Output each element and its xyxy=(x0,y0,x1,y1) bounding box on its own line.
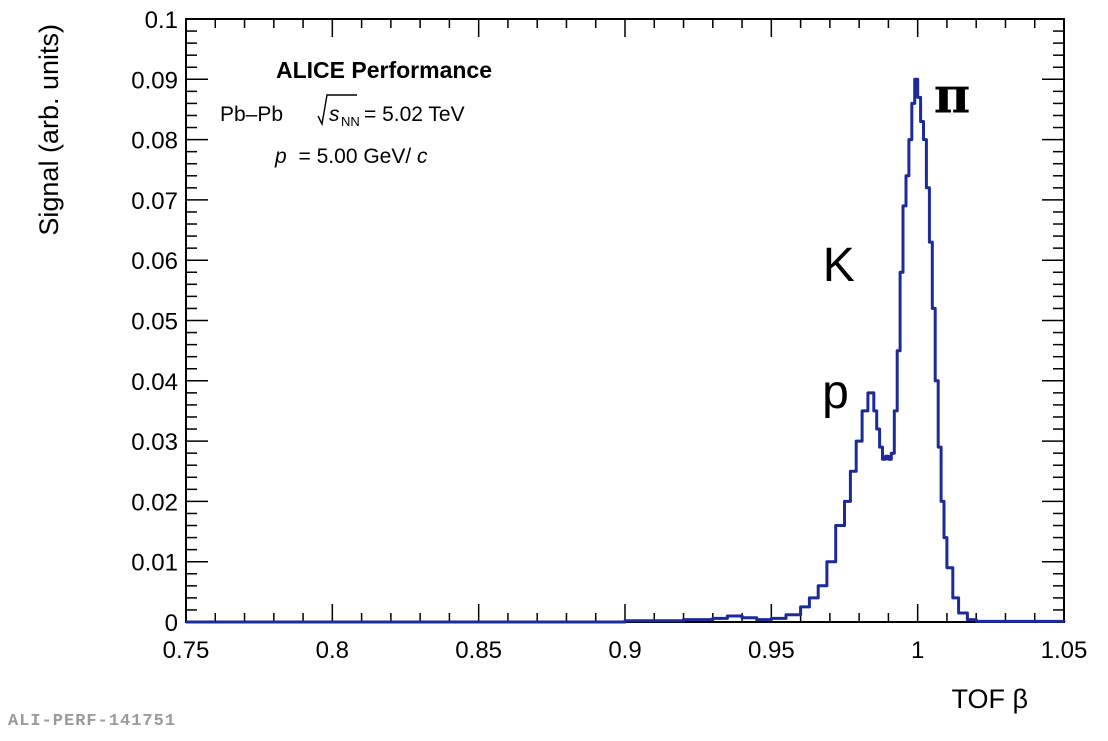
y-tick-labels: 0 0.01 0.02 0.03 0.04 0.05 0.06 0.07 0.08 0.09 0.1 xyxy=(131,7,178,637)
y-tick-label: 0.09 xyxy=(131,67,178,94)
axis-ticks xyxy=(185,18,1065,623)
sqrt-s-symbol: s xyxy=(329,103,340,126)
figure-id-watermark: ALI-PERF-141751 xyxy=(8,712,177,731)
x-tick-label: 1 xyxy=(911,637,924,664)
collision-energy: = 5.02 TeV xyxy=(364,103,465,126)
pion-peak-label: π xyxy=(934,65,971,124)
y-tick-label: 0.1 xyxy=(145,7,178,34)
proton-peak-label: p xyxy=(822,366,849,419)
y-tick-label: 0.02 xyxy=(131,489,178,516)
y-tick-label: 0.01 xyxy=(131,550,178,577)
y-tick-label: 0.04 xyxy=(131,369,178,396)
momentum-value: = 5.00 GeV/ xyxy=(299,145,412,168)
y-axis-title: Signal (arb. units) xyxy=(34,24,64,236)
signal-series-line xyxy=(186,77,1066,624)
sqrt-s-subscript: NN xyxy=(341,114,360,129)
momentum-symbol: p xyxy=(274,145,287,168)
x-tick-label: 1.05 xyxy=(1041,637,1088,664)
x-axis-title: TOF β xyxy=(951,684,1028,714)
y-tick-label: 0 xyxy=(165,610,178,637)
x-tick-label: 0.75 xyxy=(163,637,210,664)
x-tick-label: 0.95 xyxy=(748,637,795,664)
y-tick-label: 0.06 xyxy=(131,248,178,275)
collision-system: Pb–Pb xyxy=(220,103,283,126)
x-tick-label: 0.85 xyxy=(455,637,502,664)
x-tick-labels: 0.75 0.8 0.85 0.9 0.95 1 1.05 xyxy=(163,637,1088,664)
y-tick-label: 0.05 xyxy=(131,309,178,336)
y-tick-label: 0.03 xyxy=(131,429,178,456)
sqrt-sign-icon xyxy=(317,94,357,127)
info-title: ALICE Performance xyxy=(276,57,492,83)
y-tick-label: 0.07 xyxy=(131,188,178,215)
momentum-unit: c xyxy=(417,145,428,168)
plot-frame xyxy=(185,18,1065,623)
x-tick-label: 0.8 xyxy=(316,637,349,664)
info-box: ALICE Performance Pb–Pb s NN = 5.02 TeV … xyxy=(220,57,492,168)
y-tick-label: 0.08 xyxy=(131,128,178,155)
kaon-peak-label: K xyxy=(823,239,855,292)
x-tick-label: 0.9 xyxy=(608,637,641,664)
system-label: Pb–Pb xyxy=(220,103,283,126)
momentum-line: p = 5.00 GeV/ c xyxy=(274,145,428,168)
